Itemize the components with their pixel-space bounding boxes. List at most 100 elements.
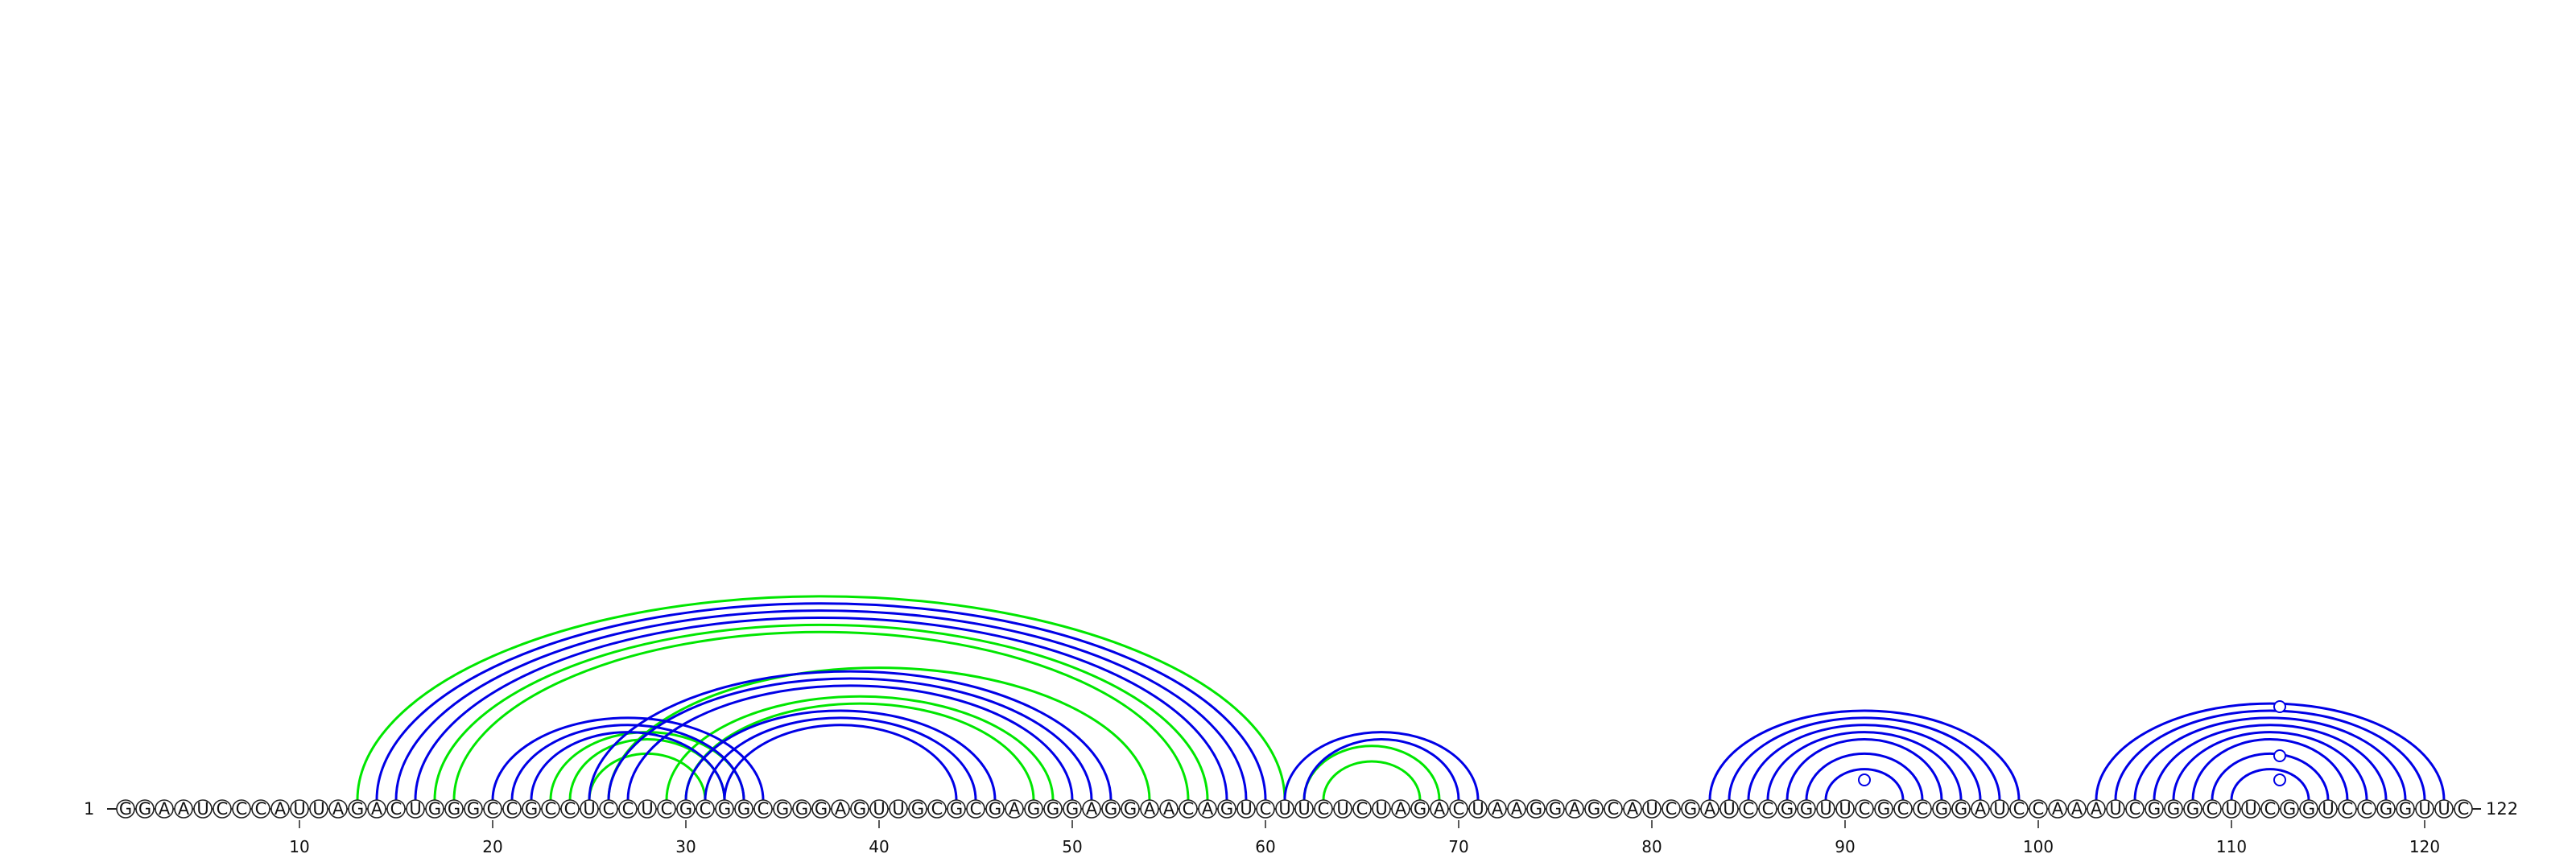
nucleotide: C	[2009, 799, 2029, 819]
nucleotide-letter: U	[196, 799, 208, 819]
nucleotide-circle	[1816, 799, 1835, 819]
nucleotide-letter: C	[1859, 799, 1871, 819]
nucleotide-letter: C	[1183, 799, 1195, 819]
nucleotide: U	[889, 799, 908, 819]
axis-tick-label: 90	[1835, 837, 1855, 856]
nucleotide-letter: U	[1375, 799, 1387, 819]
nucleotide: U	[1236, 799, 1256, 819]
position-axis: 10 20 30 40 50 60 70 80 90 100 110 120	[289, 820, 2440, 856]
primary-arc-83-99	[1708, 709, 2021, 801]
primary-arc-62-70	[1302, 738, 1460, 801]
nucleotide-circle	[1140, 799, 1159, 819]
nucleotide-letter: C	[390, 799, 402, 819]
nucleotide-letter: A	[2091, 799, 2103, 819]
nucleotide-letter: U	[312, 799, 324, 819]
nucleotide: G	[908, 799, 927, 819]
nucleotide: U	[1642, 799, 1662, 819]
primary-arc-107-117	[2172, 731, 2368, 801]
nucleotide-letter: A	[275, 799, 287, 819]
nucleotide: G	[2299, 799, 2318, 819]
nucleotide-circle	[309, 799, 328, 819]
axis-tick-label: 110	[2216, 837, 2247, 856]
loop-markers	[1858, 700, 2286, 786]
nucleotide-circle	[1121, 799, 1140, 819]
nucleotide-circle	[367, 799, 386, 819]
nucleotide: C	[753, 799, 773, 819]
nucleotide-letter: G	[1220, 799, 1233, 819]
nucleotide-circle	[1700, 799, 1719, 819]
axis-tick-label: 10	[289, 837, 309, 856]
nucleotide-circle	[2222, 799, 2241, 819]
nucleotide-letter: C	[1260, 799, 1272, 819]
nucleotide: C	[1855, 799, 1874, 819]
nucleotide-circle	[618, 799, 638, 819]
nucleotide-circle	[2280, 799, 2299, 819]
nucleotide-circle	[1951, 799, 1971, 819]
nucleotide: C	[483, 799, 502, 819]
nucleotide: C	[1256, 799, 1275, 819]
nucleotide-circle	[1043, 799, 1063, 819]
nucleotide: G	[1063, 799, 1082, 819]
nucleotide-circle	[599, 799, 618, 819]
nucleotide-circle	[1179, 799, 1198, 819]
nucleotide-letter: C	[1743, 799, 1755, 819]
primary-arc-103-121	[2095, 702, 2446, 801]
nucleotide: C	[696, 799, 715, 819]
nucleotide: C	[232, 799, 251, 819]
nucleotide-circle	[116, 799, 135, 819]
nucleotide-circle	[1449, 799, 1468, 819]
nucleotide-letter: G	[525, 799, 538, 819]
nucleotide: G	[425, 799, 444, 819]
axis-tick-label: 70	[1448, 837, 1468, 856]
nucleotide: U	[1816, 799, 1835, 819]
nucleotide-circle	[715, 799, 734, 819]
primary-arc-104-120	[2114, 709, 2426, 801]
nucleotide-circle	[406, 799, 425, 819]
nucleotide-circle	[174, 799, 193, 819]
nucleotide: G	[2396, 799, 2415, 819]
nucleotide: G	[135, 799, 155, 819]
nucleotide-circle	[985, 799, 1005, 819]
nucleotide-letter: G	[428, 799, 441, 819]
nucleotide-circle	[927, 799, 947, 819]
nucleotide-letter: G	[989, 799, 1001, 819]
nucleotide: A	[1198, 799, 1217, 819]
nucleotide: G	[1777, 799, 1797, 819]
primary-arc-25-52	[588, 670, 1113, 801]
nucleotide: C	[966, 799, 985, 819]
primary-arc-30-46	[684, 709, 997, 801]
nucleotide-letter: A	[1704, 799, 1716, 819]
nucleotide: U	[2241, 799, 2260, 819]
primary-structure-arcs	[375, 602, 2446, 801]
nucleotide-letter: G	[1549, 799, 1562, 819]
nucleotide-letter: A	[1511, 799, 1523, 819]
nucleotide-letter: G	[2302, 799, 2315, 819]
nucleotide-circle	[1410, 799, 1430, 819]
nucleotide-circle	[2106, 799, 2125, 819]
nucleotide-letter: C	[1917, 799, 1929, 819]
nucleotide: G	[2280, 799, 2299, 819]
nucleotide: G	[1584, 799, 1604, 819]
nucleotide-circle	[1372, 799, 1391, 819]
nucleotide-letter: G	[950, 799, 963, 819]
nucleotide-letter: U	[1993, 799, 2005, 819]
nucleotide-circle	[1604, 799, 1623, 819]
nucleotide: A	[1700, 799, 1719, 819]
secondary-arc-18-56	[452, 630, 1190, 801]
nucleotide-circle	[773, 799, 792, 819]
nucleotide-circle	[1468, 799, 1488, 819]
nucleotide: U	[1990, 799, 2009, 819]
nucleotide-circle	[1681, 799, 1700, 819]
nucleotide: U	[309, 799, 328, 819]
loop-marker	[2273, 700, 2286, 713]
primary-arc-89-93	[1824, 768, 1905, 801]
nucleotide-letter: G	[2167, 799, 2180, 819]
nucleotide-letter: C	[970, 799, 982, 819]
nucleotide-letter: G	[1066, 799, 1079, 819]
nucleotide: G	[116, 799, 135, 819]
primary-arc-84-98	[1728, 716, 2001, 801]
nucleotide-letter: G	[1046, 799, 1059, 819]
